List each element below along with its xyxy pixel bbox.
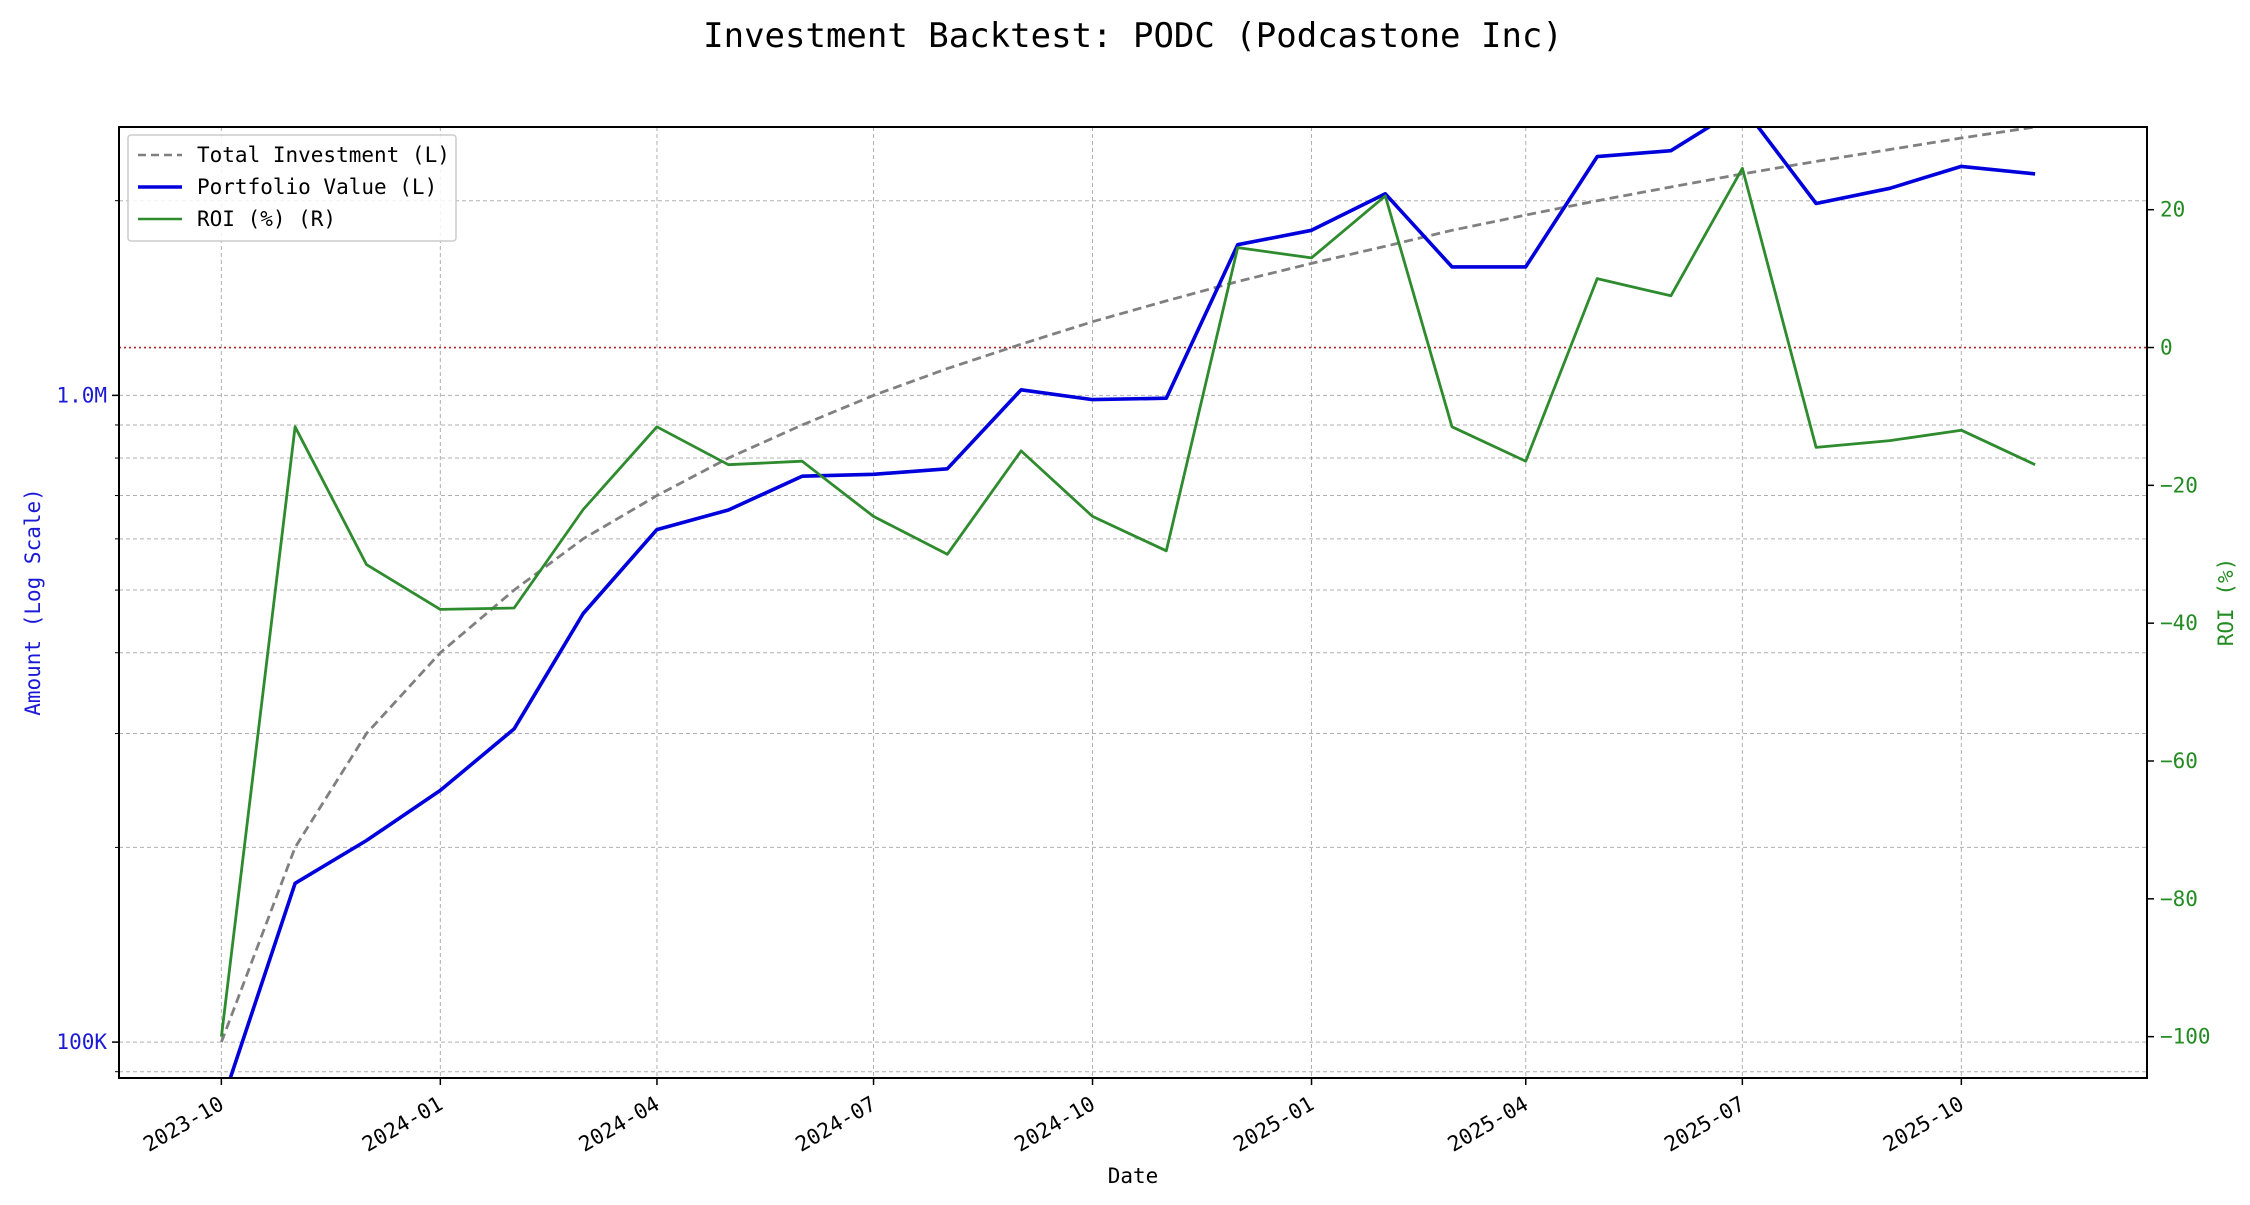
x-tick-label: 2025-10 bbox=[1879, 1092, 1968, 1157]
series-line-roi-r bbox=[220, 166, 2036, 1037]
chart-title: Investment Backtest: PODC (Podcastone In… bbox=[703, 16, 1563, 56]
x-tick-label: 2024-04 bbox=[575, 1092, 664, 1157]
y-left-tick-label: 100K bbox=[56, 1030, 107, 1054]
y-axis-right-label: ROI (%) bbox=[2214, 558, 2238, 647]
y-left-tick-label: 1.0M bbox=[56, 383, 107, 407]
x-tick-label: 2025-01 bbox=[1229, 1092, 1318, 1157]
series-layer bbox=[220, 127, 2036, 1078]
legend-label-total-investment: Total Investment (L) bbox=[197, 143, 450, 167]
ticks-layer: 2023-10 2024-01 2024-04 2024-07 2024-10 2025-… bbox=[56, 198, 2210, 1157]
y-axis-left-label: Amount (Log Scale) bbox=[21, 488, 45, 716]
series-line-total-investment-l bbox=[220, 127, 2036, 1043]
legend: Total Investment (L) Portfolio Value (L)… bbox=[127, 134, 457, 242]
x-tick-label: 2024-07 bbox=[791, 1092, 880, 1157]
plot-frame bbox=[118, 126, 2148, 1079]
legend-label-portfolio-value: Portfolio Value (L) bbox=[197, 175, 437, 199]
grid bbox=[119, 127, 2147, 1078]
legend-item-total-investment: Total Investment (L) bbox=[138, 143, 450, 167]
x-tick-label: 2025-07 bbox=[1660, 1092, 1749, 1157]
y-right-tick-label: −40 bbox=[2160, 611, 2198, 635]
y-right-tick-label: 0 bbox=[2160, 336, 2173, 360]
y-right-tick-label: 20 bbox=[2160, 198, 2185, 222]
legend-item-portfolio-value: Portfolio Value (L) bbox=[138, 175, 437, 199]
x-axis-label: Date bbox=[1108, 1164, 1159, 1188]
x-tick-label: 2024-10 bbox=[1010, 1092, 1099, 1157]
x-tick-label: 2024-01 bbox=[358, 1092, 447, 1157]
y-right-tick-label: −60 bbox=[2160, 749, 2198, 773]
legend-label-roi: ROI (%) (R) bbox=[197, 207, 336, 231]
y-right-tick-label: −20 bbox=[2160, 473, 2198, 497]
x-tick-label: 2025-04 bbox=[1444, 1092, 1533, 1157]
legend-box bbox=[127, 134, 457, 242]
series-line-portfolio-value-l bbox=[228, 127, 2036, 1078]
y-right-tick-label: −100 bbox=[2160, 1025, 2211, 1049]
legend-item-roi: ROI (%) (R) bbox=[138, 207, 336, 231]
x-tick-label: 2023-10 bbox=[139, 1092, 228, 1157]
y-right-tick-label: −80 bbox=[2160, 887, 2198, 911]
